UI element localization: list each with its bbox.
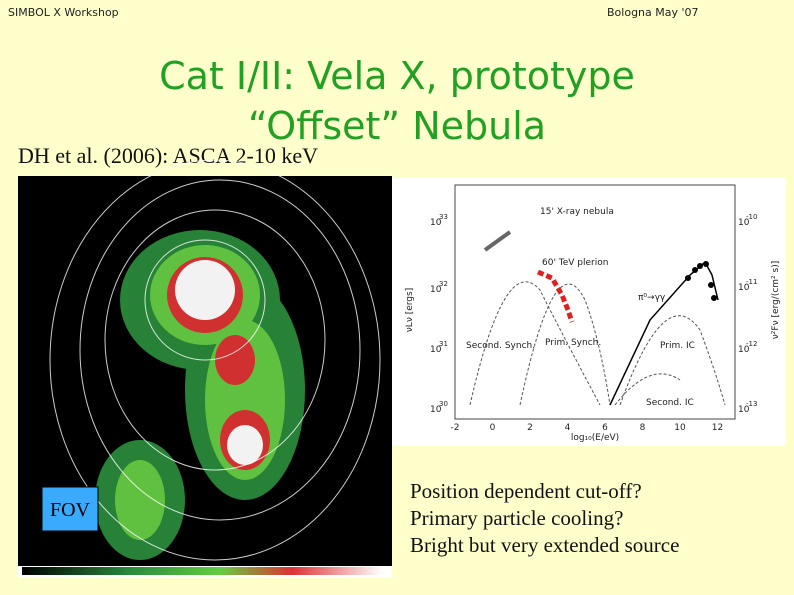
y2-tick-exp: -13: [746, 400, 757, 408]
contours: [49, 159, 381, 561]
fov-label: FOV: [50, 499, 91, 521]
y2-tick-base: 10: [738, 345, 750, 355]
bullets: Position dependent cut-off? Primary part…: [410, 478, 679, 559]
x-tick-label: 2: [527, 423, 533, 433]
hess-data: [537, 269, 575, 323]
emission: [95, 230, 305, 560]
y2-tick-base: 10: [738, 405, 750, 415]
y-tick-exp: 30: [439, 400, 448, 408]
sed-label: Prim. Synch.: [545, 338, 601, 348]
x-tick-label: 12: [712, 423, 723, 433]
y-tick-base: 10: [430, 345, 442, 355]
y2-tick-exp: -11: [746, 278, 757, 286]
sed-frame: [454, 184, 736, 420]
y2-axis-label: ν²Fν [erg/(cm² s)]: [771, 261, 781, 339]
header-right: Bologna May '07: [607, 6, 699, 19]
colorbar: [22, 567, 382, 575]
x-tick-label: 4: [565, 423, 571, 433]
sed-label: Second. IC: [646, 398, 694, 408]
bullet: Primary particle cooling?: [410, 506, 624, 530]
y-tick-exp: 33: [439, 213, 448, 221]
title-line: “Offset” Nebula: [247, 104, 547, 148]
sed-label: 15' X-ray nebula: [540, 207, 614, 217]
bullet: Bright but very extended source: [410, 533, 680, 557]
bullet: Position dependent cut-off?: [410, 479, 642, 503]
title-line: Cat I/II: Vela X, prototype: [159, 54, 635, 98]
x-tick-label: 10: [674, 423, 686, 433]
sed-label: Second. Synch.: [466, 341, 535, 351]
x-tick-label: 8: [640, 423, 646, 433]
xray-bowtie: [483, 230, 512, 252]
y-tick-base: 10: [430, 405, 442, 415]
y2-tick-base: 10: [738, 218, 750, 228]
x-tick-label: 0: [490, 423, 496, 433]
x-tick-label: 6: [602, 423, 608, 433]
y2-tick-exp: -12: [746, 340, 757, 348]
x-tick-label: -2: [451, 423, 460, 433]
sed-label: π⁰→γγ: [638, 293, 666, 303]
subtitle: DH et al. (2006): ASCA 2-10 keV: [18, 143, 319, 168]
y-axis-label: νLν [ergs]: [405, 288, 415, 332]
y-tick-base: 10: [430, 285, 442, 295]
y-tick-exp: 31: [439, 340, 448, 348]
y-tick-base: 10: [430, 218, 442, 228]
sed-label: Prim. IC: [660, 341, 695, 351]
model-curves: [469, 281, 726, 406]
sed-label: 60' TeV plerion: [542, 258, 608, 268]
y2-tick-exp: -10: [746, 213, 757, 221]
tev-points: [685, 261, 717, 301]
x-axis-label: log₁₀(E/eV): [571, 433, 619, 443]
fov-box: [41, 486, 99, 532]
y-tick-exp: 32: [439, 280, 448, 288]
y2-tick-base: 10: [738, 283, 750, 293]
header-left: SIMBOL X Workshop: [8, 6, 119, 19]
